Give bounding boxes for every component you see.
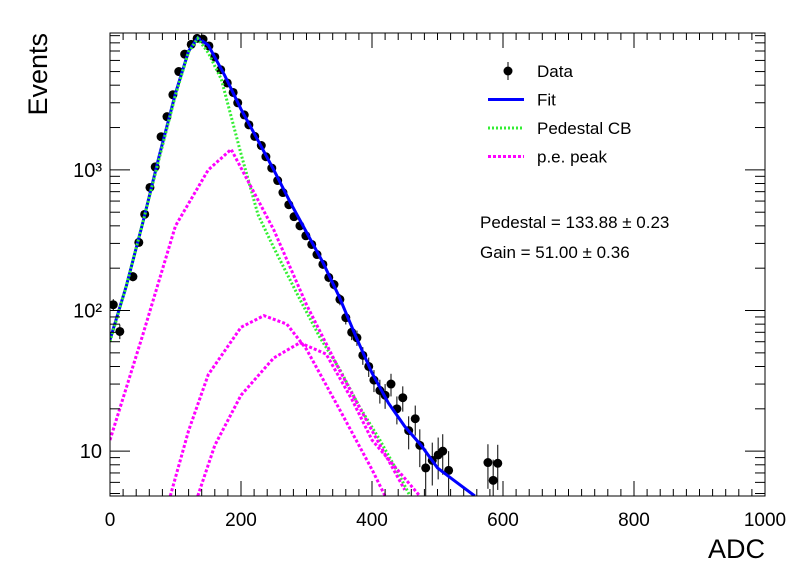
y-tick-label: 10³	[73, 160, 102, 182]
data-point	[444, 465, 454, 475]
y-tick-label: 10²	[73, 301, 102, 323]
annotation: Gain = 51.00 ± 0.36	[480, 243, 630, 262]
fit-curve	[168, 313, 387, 496]
plot-area	[110, 33, 503, 496]
x-axis-label: ADC	[708, 534, 765, 564]
legend-label: Fit	[537, 91, 556, 110]
data-point	[488, 475, 498, 485]
legend-marker	[503, 66, 513, 76]
legend-label: p.e. peak	[537, 148, 607, 167]
x-tick-label: 800	[618, 510, 650, 531]
data-point	[421, 463, 431, 473]
fit-curve	[110, 146, 407, 491]
x-tick-label: 400	[356, 510, 388, 531]
annotation: Pedestal = 133.88 ± 0.23	[480, 213, 669, 232]
fit-curve	[196, 341, 421, 496]
data-point	[438, 446, 448, 456]
x-tick-label: 0	[105, 510, 116, 531]
data-point	[110, 300, 118, 310]
legend-label: Pedestal CB	[537, 119, 632, 138]
fit-curve	[110, 35, 476, 496]
x-tick-label: 600	[487, 510, 519, 531]
legend: Data Fit Pedestal CB p.e. peak	[488, 62, 632, 167]
legend-label: Data	[537, 62, 573, 81]
data-point	[115, 326, 125, 336]
x-tick-label: 1000	[744, 510, 786, 531]
x-tick-label: 200	[225, 510, 257, 531]
y-tick-label: 10	[80, 441, 102, 463]
axes: 0 200 400 600 800 1000 10 10² 10³	[73, 33, 786, 531]
data-point	[493, 458, 503, 468]
data-point	[398, 393, 408, 403]
data-point	[410, 414, 420, 424]
data-point	[386, 379, 396, 389]
y-axis-label: Events	[23, 33, 53, 116]
data-point	[483, 458, 493, 468]
